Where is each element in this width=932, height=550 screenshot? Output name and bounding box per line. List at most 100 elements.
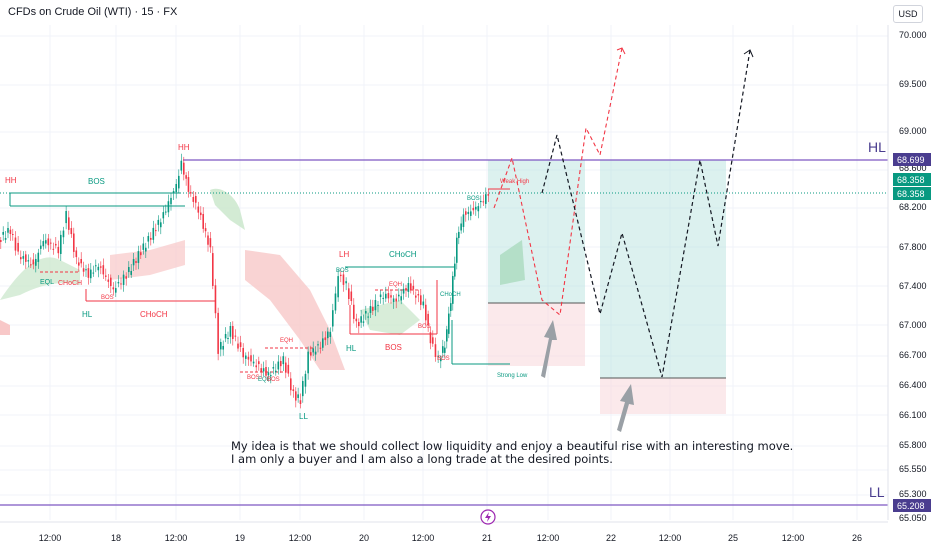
candle-body	[442, 346, 444, 353]
candle-body	[80, 259, 82, 264]
price-tag-current-1-text: 68.358	[897, 175, 925, 185]
candle-body	[355, 318, 358, 322]
trade-zones	[488, 160, 726, 414]
cloud-green-4	[500, 240, 525, 285]
candle-body	[35, 258, 37, 266]
candle-body	[185, 175, 187, 179]
candle-body	[258, 361, 260, 365]
label-bos-8: BOS	[467, 196, 480, 202]
candle-body	[398, 294, 400, 297]
candle-body	[242, 347, 244, 358]
candle-body	[362, 321, 365, 323]
candle-body	[245, 355, 247, 359]
candle-body	[27, 260, 30, 262]
candle-body	[295, 391, 297, 401]
candle-body	[152, 227, 155, 240]
label-eqh-2: EQH	[389, 282, 402, 288]
candle-body	[475, 206, 477, 210]
y-tick-label: 69.000	[899, 126, 927, 136]
candle-body	[390, 295, 392, 298]
label-eqh-1: EQH	[280, 338, 293, 344]
x-tick-label: 19	[235, 533, 245, 543]
candle-body	[220, 342, 222, 350]
currency-selector[interactable]: USD	[893, 5, 923, 23]
candle-body	[14, 237, 17, 251]
candle-body	[307, 351, 309, 374]
candle-body	[137, 251, 140, 263]
candle-body	[107, 279, 110, 282]
candle-body	[202, 214, 204, 229]
trade-idea-note: My idea is that we should collect low li…	[231, 440, 793, 466]
candle-body	[387, 293, 390, 299]
candle-body	[78, 262, 80, 266]
candle-body	[214, 285, 217, 314]
candle-body	[360, 316, 362, 323]
y-tick-label: 66.700	[899, 350, 927, 360]
candle-body	[178, 175, 180, 189]
candle-body	[187, 177, 190, 192]
candle-body	[87, 268, 90, 278]
candle-body	[485, 194, 487, 204]
candle-body	[22, 256, 25, 259]
candle-body	[165, 211, 167, 213]
candle-body	[150, 237, 152, 240]
candle-body	[157, 219, 160, 225]
price-tag-hl-text: 68.699	[897, 155, 925, 165]
price-tag-current-1	[893, 173, 931, 186]
cloud-green-1	[0, 257, 80, 300]
candle-body	[0, 240, 2, 242]
stop-zone-2	[600, 378, 726, 414]
candle-body	[312, 348, 314, 353]
x-tick-label: 12:00	[537, 533, 560, 543]
candle-body	[425, 304, 427, 321]
label-ll-big: LL	[869, 484, 885, 500]
candle-body	[472, 207, 475, 211]
candle-body	[75, 250, 78, 258]
candle-body	[232, 326, 234, 339]
candle-body	[45, 240, 47, 244]
candle-body	[270, 375, 272, 377]
candle-body	[342, 274, 345, 285]
candle-body	[482, 201, 485, 203]
candle-body	[292, 389, 295, 392]
candle-body	[275, 370, 277, 373]
candle-body	[100, 266, 102, 268]
candle-body	[145, 247, 147, 252]
chart-title: CFDs on Crude Oil (WTI) · 15 · FX	[8, 6, 178, 18]
candle-body	[147, 236, 150, 242]
label-bos-2: BOS	[101, 295, 114, 301]
label-choch-2: CHoCH	[58, 280, 82, 287]
stop-zone-1	[488, 303, 585, 366]
x-tick-label: 12:00	[289, 533, 312, 543]
candle-body	[42, 241, 45, 247]
candle-body	[334, 293, 337, 311]
candle-body	[30, 264, 32, 266]
candle-body	[379, 294, 382, 298]
candle-body	[345, 281, 347, 284]
candle-body	[340, 274, 342, 277]
candle-body	[70, 228, 73, 235]
candle-body	[285, 362, 287, 373]
label-bos-4: BOS	[267, 377, 280, 383]
candle-body	[367, 316, 369, 318]
candle-body	[125, 276, 127, 279]
candle-body	[73, 233, 75, 252]
event-lightning-icon[interactable]	[480, 509, 496, 525]
price-axis: 70.000 69.500 69.000 68.600 68.200 67.800 67.4…	[887, 25, 931, 523]
price-tag-ll-text: 65.208	[897, 501, 925, 511]
structure-lines	[9, 188, 510, 373]
candle-body	[462, 214, 465, 227]
cloud-green-3	[360, 300, 420, 335]
candle-body	[487, 194, 490, 196]
label-eql-1: EQL	[40, 279, 54, 286]
gray-arrow-2	[617, 384, 634, 432]
candle-body	[62, 230, 65, 238]
candle-body	[122, 274, 125, 285]
candle-body	[412, 285, 415, 290]
candle-body	[183, 162, 185, 175]
candle-body	[37, 252, 40, 262]
candle-body	[105, 275, 107, 277]
candle-body	[448, 313, 450, 334]
y-tick-label: 65.550	[899, 464, 927, 474]
